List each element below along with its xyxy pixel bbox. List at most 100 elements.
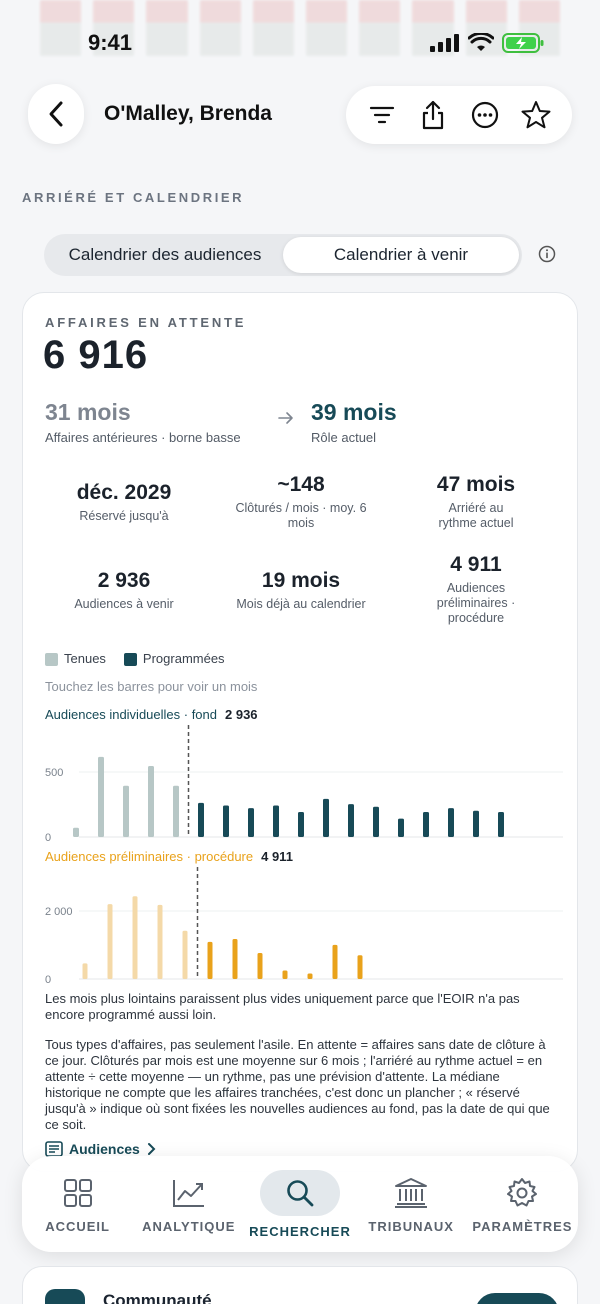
back-button[interactable]	[28, 84, 84, 144]
bar-held	[82, 963, 88, 979]
bar-scheduled	[448, 808, 454, 837]
bar-scheduled	[373, 806, 379, 837]
tab-courts[interactable]: TRIBUNAUX	[356, 1156, 467, 1252]
tab-label: PARAMÈTRES	[472, 1218, 573, 1234]
bar-scheduled	[298, 812, 304, 837]
bar-scheduled	[357, 955, 363, 979]
individual-hearings-chart[interactable]: 0 500	[23, 723, 579, 843]
share-icon	[423, 100, 444, 130]
chart-icon	[171, 1175, 207, 1211]
chart-hint: Touchez les barres pour voir un mois	[45, 679, 258, 694]
tab-settings[interactable]: PARAMÈTRES	[467, 1156, 578, 1252]
bar-scheduled	[323, 798, 329, 837]
gear-icon	[504, 1175, 540, 1211]
pending-label: AFFAIRES EN ATTENTE	[45, 315, 247, 330]
bar-scheduled	[332, 944, 338, 979]
stat-value: ~148	[277, 473, 325, 496]
stat-backlog-pace: 47 mois Arriéré au rythme actuel	[391, 473, 561, 531]
bar-held	[157, 904, 163, 979]
community-title: Communauté	[103, 1291, 212, 1304]
stat-value: 2 936	[97, 569, 151, 592]
stat-value: 19 mois	[261, 569, 341, 592]
segment-upcoming-calendar[interactable]: Calendrier à venir	[283, 237, 519, 273]
pending-total: 6 916	[43, 333, 149, 377]
page-title: O'Malley, Brenda	[104, 102, 272, 125]
segment-hearing-calendar[interactable]: Calendrier des audiences	[68, 245, 262, 264]
stat-caption: Mois déjà au calendrier	[236, 597, 366, 611]
more-button[interactable]	[465, 95, 505, 135]
bar-scheduled	[498, 812, 504, 837]
calendar-segmented-control: Calendrier des audiences Calendrier à ve…	[44, 234, 522, 276]
chart2-title: Audiences préliminaires · procédure 4 911	[45, 849, 293, 864]
bar-held	[148, 766, 154, 837]
community-button[interactable]	[475, 1293, 559, 1304]
legend-scheduled: Programmées	[123, 651, 225, 667]
current-role: 39 mois Rôle actuel	[311, 399, 397, 445]
current-caption: Rôle actuel	[311, 430, 377, 445]
stat-caption: Clôturés / mois · moy. 6 mois	[235, 501, 367, 530]
chart1-title: Audiences individuelles · fond 2 936	[45, 707, 258, 722]
bar-scheduled	[307, 973, 313, 979]
master-hearings-chart[interactable]: 02 000202620272028202920…	[23, 865, 579, 985]
star-icon	[521, 101, 551, 129]
bar-scheduled	[223, 805, 229, 837]
bar-held	[73, 827, 79, 837]
bar-scheduled	[198, 802, 204, 837]
hearings-link[interactable]: Audiences	[45, 1141, 156, 1157]
chevron-right-icon	[147, 1143, 156, 1155]
bar-held	[132, 896, 138, 979]
chart2-total: 4 911	[261, 849, 293, 864]
status-time: 9:41	[88, 30, 133, 55]
filter-button[interactable]	[362, 95, 402, 135]
hearings-link-label: Audiences	[69, 1141, 140, 1157]
arrow-right-icon	[278, 412, 293, 424]
tab-home[interactable]: ACCUEIL	[22, 1156, 133, 1252]
tab-search[interactable]: RECHERCHER	[244, 1156, 355, 1252]
chart1-total: 2 936	[225, 707, 258, 722]
favorite-button[interactable]	[516, 95, 556, 135]
stat-caption: Réservé jusqu'à	[79, 509, 169, 523]
legend-held-label: Tenues	[64, 651, 106, 666]
more-icon	[471, 101, 498, 129]
tab-label: TRIBUNAUX	[368, 1218, 454, 1234]
chart-legend: Tenues Programmées	[45, 651, 225, 667]
stat-months-scheduled: 19 mois Mois déjà au calendrier	[216, 569, 386, 612]
tab-analytics[interactable]: ANALYTIQUE	[133, 1156, 244, 1252]
stat-master-hearings: 4 911 Audiences préliminaires · procédur…	[391, 553, 561, 626]
note-far-months: Les mois plus lointains paraissent plus …	[45, 991, 520, 1022]
bar-scheduled	[232, 938, 238, 979]
bar-scheduled	[282, 970, 288, 979]
y-tick-label: 0	[45, 832, 51, 843]
bar-held	[98, 756, 104, 837]
community-icon	[45, 1289, 85, 1304]
status-icons	[430, 33, 544, 53]
grid-icon	[60, 1175, 96, 1211]
stat-value: 4 911	[450, 553, 502, 576]
chart1-title-text: Audiences individuelles · fond	[45, 707, 217, 722]
info-icon[interactable]	[538, 245, 556, 263]
signal-icon	[430, 34, 459, 52]
y-tick-label: 0	[45, 974, 51, 985]
bar-held	[182, 930, 188, 979]
prior-value: 31 mois	[45, 399, 131, 425]
courthouse-icon	[393, 1175, 429, 1211]
bar-scheduled	[398, 818, 404, 837]
prior-caption: Affaires antérieures · borne basse	[45, 430, 241, 445]
stat-closed-per-month: ~148 Clôturés / mois · moy. 6 mois	[216, 473, 386, 531]
share-button[interactable]	[413, 95, 453, 135]
legend-scheduled-label: Programmées	[142, 651, 225, 666]
header-actions	[346, 86, 572, 144]
battery-icon	[502, 33, 544, 53]
bar-scheduled	[273, 805, 279, 837]
community-card[interactable]: Communauté	[22, 1266, 578, 1304]
bar-held	[173, 785, 179, 837]
bar-scheduled	[473, 810, 479, 837]
stat-caption: Arriéré au rythme actuel	[438, 501, 514, 530]
bar-scheduled	[207, 941, 213, 979]
legend-held: Tenues	[45, 651, 106, 667]
status-bar: 9:41	[0, 0, 600, 88]
stat-upcoming-hearings: 2 936 Audiences à venir	[39, 569, 209, 612]
chevron-left-icon	[49, 101, 63, 127]
y-tick-label: 2 000	[45, 906, 73, 918]
bar-held	[123, 785, 129, 837]
